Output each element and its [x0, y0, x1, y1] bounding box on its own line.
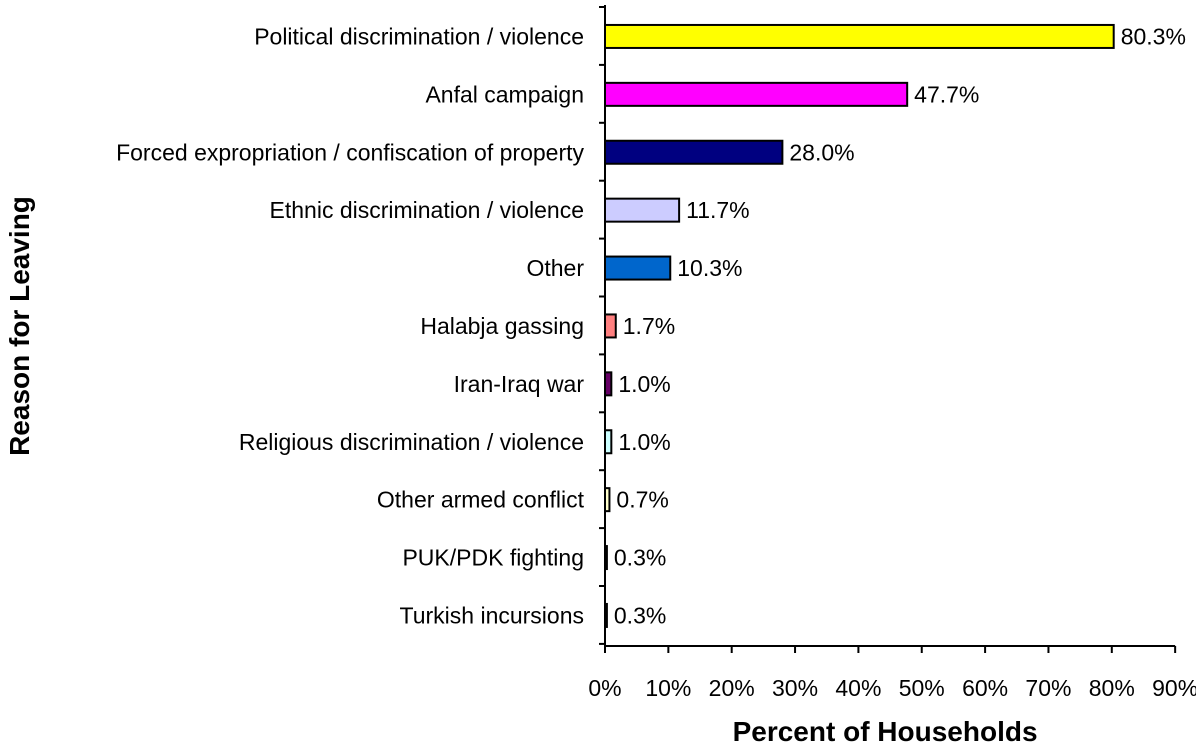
bar [604, 255, 672, 281]
value-label: 80.3% [1121, 23, 1186, 49]
value-label: 11.7% [686, 197, 750, 223]
x-tick-label: 70% [1025, 675, 1071, 701]
value-label: 1.7% [623, 313, 675, 339]
value-label: 0.7% [616, 487, 668, 513]
x-tick-label: 80% [1089, 675, 1135, 701]
bar [604, 139, 784, 165]
x-tick-label: 20% [709, 675, 755, 701]
category-label: Other armed conflict [377, 487, 585, 513]
value-label: 47.7% [914, 81, 979, 107]
x-tick-label: 90% [1152, 675, 1196, 701]
value-label: 0.3% [614, 545, 666, 571]
x-tick-label: 40% [835, 675, 881, 701]
category-label: Other [526, 255, 584, 281]
y-axis-title: Reason for Leaving [4, 196, 35, 456]
axes-layer [604, 5, 1176, 647]
category-label: Political discrimination / violence [254, 23, 584, 49]
bars-layer [604, 23, 1115, 628]
value-label: 0.3% [614, 602, 666, 628]
category-label: Forced expropriation / confiscation of p… [116, 139, 584, 165]
category-label: Ethnic discrimination / violence [270, 197, 584, 223]
bar [604, 197, 681, 223]
x-axis-title: Percent of Households [733, 716, 1038, 747]
category-label: PUK/PDK fighting [402, 545, 584, 571]
category-label: Religious discrimination / violence [239, 429, 584, 455]
value-label: 1.0% [618, 371, 670, 397]
category-label: Iran-Iraq war [454, 371, 585, 397]
ticks-layer [599, 6, 1177, 653]
bar [604, 23, 1115, 49]
x-tick-label: 30% [772, 675, 818, 701]
x-tick-label: 10% [645, 675, 691, 701]
value-label: 1.0% [618, 429, 670, 455]
category-label: Halabja gassing [420, 313, 584, 339]
category-label: Anfal campaign [425, 81, 584, 107]
bar [604, 313, 617, 339]
labels-layer: 0% 10% 20% 30% 40% 50% 60% 70% 80% 90% Political d… [116, 23, 1196, 701]
x-tick-label: 0% [588, 675, 621, 701]
x-tick-label: 60% [962, 675, 1008, 701]
value-label: 10.3% [677, 255, 742, 281]
x-tick-label: 50% [899, 675, 945, 701]
value-label: 28.0% [789, 139, 854, 165]
bar [604, 81, 909, 107]
category-label: Turkish incursions [400, 602, 584, 628]
